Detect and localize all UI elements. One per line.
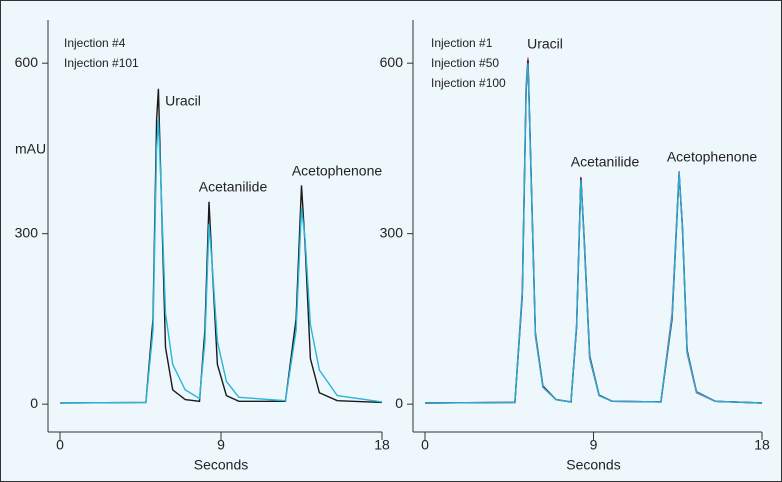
legend-entry: Injection #101 [64,56,139,70]
peak-label: Uracil [165,93,201,109]
y-axis-label: mAU [15,141,46,157]
peak-label: Acetophenone [667,149,758,165]
x-tick-label: 18 [754,437,770,453]
peak-label: Acetanilide [571,154,640,170]
x-tick-label: 0 [56,437,64,453]
y-tick-label: 300 [380,224,404,240]
y-tick-label: 0 [395,395,403,411]
series-line [424,63,763,404]
x-tick-label: 0 [421,437,429,453]
y-tick-label: 0 [30,395,38,411]
peak-label: Uracil [527,36,563,52]
series-line [59,119,383,404]
x-tick-label: 18 [374,437,390,453]
y-tick-label: 300 [15,224,39,240]
legend-entry: Injection #4 [64,36,126,50]
peak-label: Acetophenone [292,163,383,179]
y-tick-label: 600 [380,54,404,70]
legend-entry: Injection #50 [431,56,499,70]
y-tick-label: 600 [15,54,39,70]
legend-entry: Injection #1 [431,36,493,50]
x-axis-label: Seconds [566,457,620,473]
legend-entry: Injection #100 [431,76,506,90]
x-axis-label: Seconds [194,457,248,473]
x-tick-label: 9 [217,437,225,453]
x-tick-label: 9 [590,437,598,453]
peak-label: Acetanilide [199,179,268,195]
